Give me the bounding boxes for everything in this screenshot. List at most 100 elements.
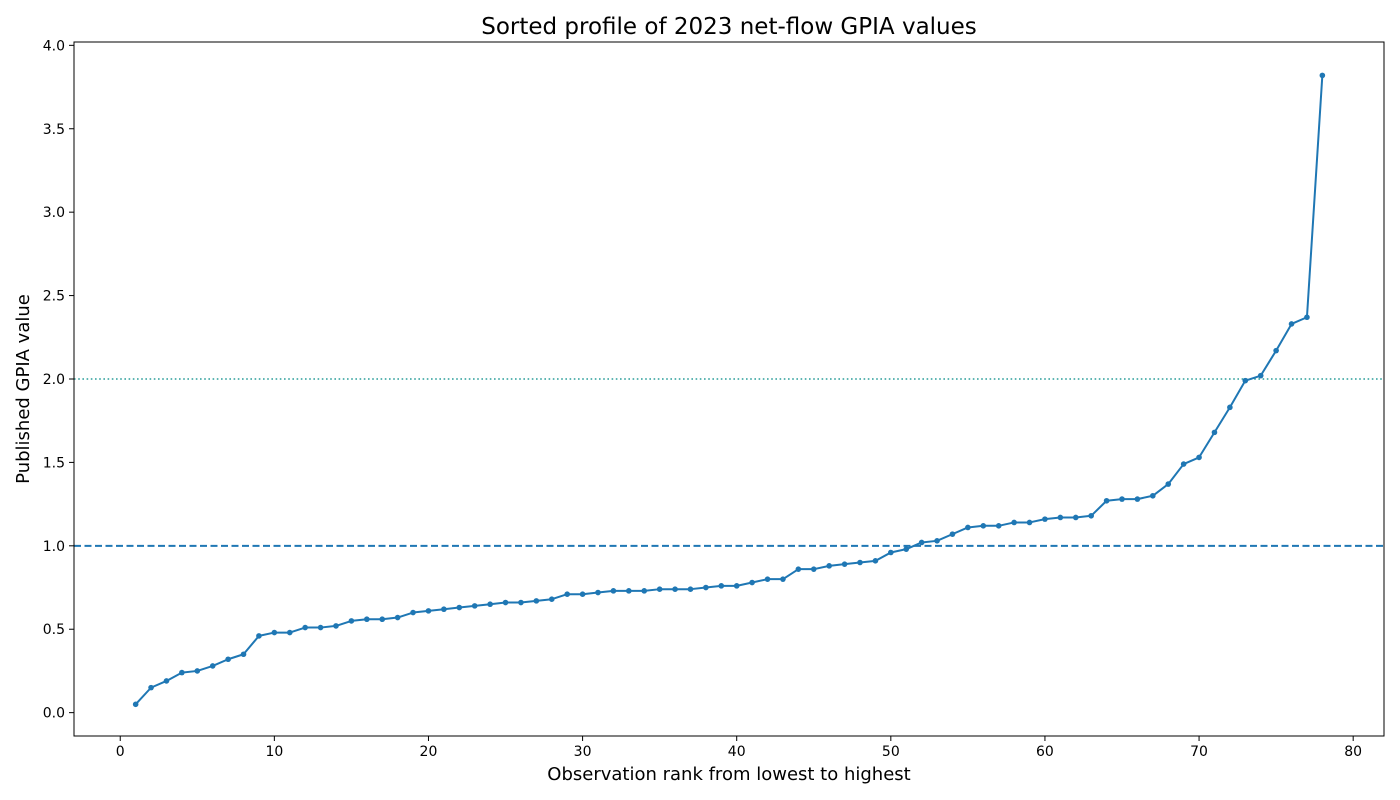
data-point [1180,461,1187,467]
data-point [471,603,478,609]
series-layer [132,72,1326,708]
data-point [610,588,617,594]
data-point [795,566,802,572]
data-point [995,523,1002,529]
y-tick-label: 3.0 [43,205,65,221]
data-point [703,584,709,591]
data-point [225,656,231,663]
data-point [1026,519,1033,526]
data-point [379,616,386,623]
x-axis-title: Observation rank from lowest to highest [547,764,910,785]
y-tick-label: 2.0 [43,372,65,388]
y-tick-label: 1.0 [43,539,65,555]
data-point [980,523,987,529]
x-tick-label: 0 [116,744,125,760]
data-point [841,561,848,567]
data-point [441,606,447,613]
data-point [179,669,185,676]
data-point [286,629,293,636]
data-point [733,583,740,589]
data-point [826,563,832,569]
data-point [888,549,894,556]
data-point [949,531,956,537]
data-point [626,588,632,594]
data-point [333,623,339,629]
data-point [1211,429,1218,436]
x-tick-label: 60 [1036,744,1054,760]
data-point [1150,492,1156,499]
data-point [1088,512,1094,519]
data-point [1103,497,1110,504]
data-point [425,608,432,614]
y-tick-label: 4.0 [43,38,65,54]
data-point [487,601,493,608]
y-axis-title: Published GPIA value [13,294,34,484]
data-point [1165,481,1172,487]
data-point [1227,404,1233,411]
data-point [718,583,725,589]
data-point [965,524,971,531]
x-tick-label: 50 [882,744,900,760]
data-point [271,629,278,636]
data-point [1304,314,1310,321]
data-point [1134,496,1141,502]
x-tick-label: 70 [1190,744,1208,760]
y-tick-label: 0.0 [43,706,65,722]
data-point [456,604,463,611]
data-point [1257,372,1264,379]
x-tick-label: 40 [728,744,746,760]
data-point [810,566,817,572]
data-point [1273,347,1279,354]
data-point [364,616,370,623]
data-point [564,591,570,597]
data-point [1242,377,1249,384]
y-tick-label: 3.5 [43,122,65,138]
data-point [749,579,755,586]
reference-lines [74,378,1384,547]
y-tick-label: 0.5 [43,622,65,638]
data-point [872,558,879,564]
data-point [148,684,154,691]
data-point [132,701,139,708]
data-point [1119,496,1125,502]
data-point [502,599,509,606]
data-point [1072,514,1079,521]
data-point [687,586,694,592]
data-point [857,559,863,566]
data-point [317,624,324,631]
data-point [780,576,786,582]
data-point [209,663,216,669]
data-point [764,576,771,582]
data-point [256,633,262,639]
data-point [641,588,648,594]
data-point [595,589,601,596]
chart-title: Sorted profile of 2023 net-flow GPIA val… [481,14,977,40]
x-tick-label: 30 [574,744,592,760]
data-point [240,651,247,658]
x-tick-label: 20 [420,744,438,760]
data-point [934,538,940,544]
data-point [1196,454,1202,461]
data-point [394,614,401,621]
data-point [656,586,663,592]
plot-frame [73,41,1385,737]
data-point [579,591,586,597]
x-tick-label: 80 [1344,744,1362,760]
x-tick-label: 10 [265,744,283,760]
data-point [410,609,416,616]
data-point [918,539,925,546]
data-point [163,678,170,684]
y-tick-label: 2.5 [43,289,65,305]
data-point [1288,321,1295,327]
data-point [194,668,201,674]
axes: 0 10 20 30 40 50 60 70 80 0.0 0.5 1.0 1.5 2.0 2.5 3.0 3.… [43,38,1385,760]
data-point [1011,519,1017,526]
data-point [903,546,910,552]
y-tick-label: 1.5 [43,455,65,471]
data-point [548,596,555,602]
data-point [672,586,678,592]
data-point [1042,516,1048,522]
data-point [518,599,524,606]
data-point [533,598,540,604]
